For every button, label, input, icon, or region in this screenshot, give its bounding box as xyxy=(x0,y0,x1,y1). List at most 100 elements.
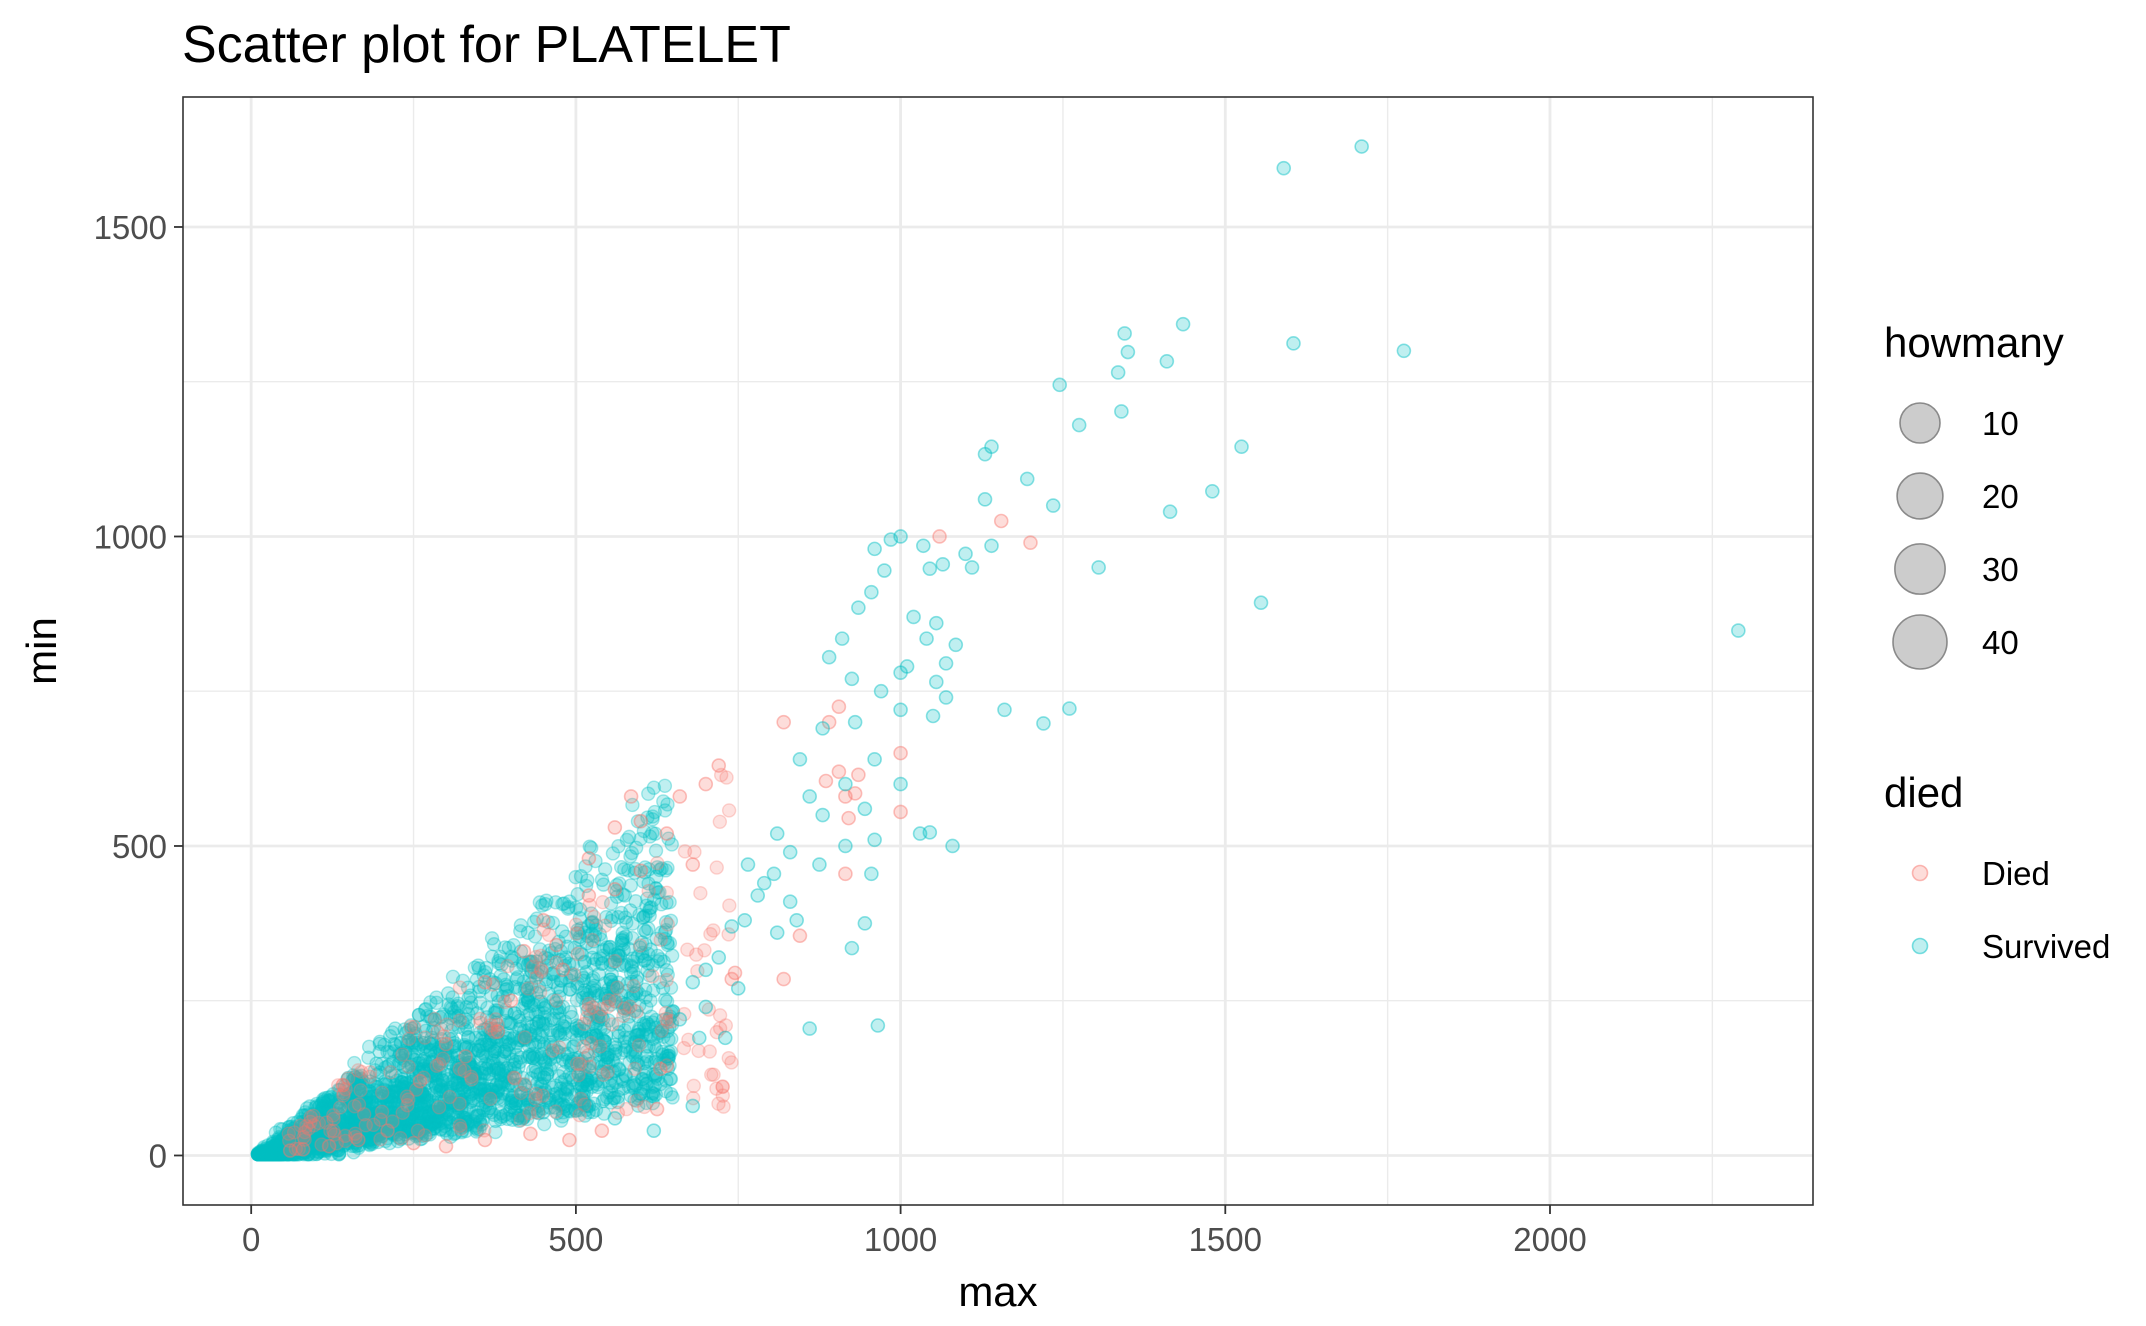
point-survived-bulk xyxy=(450,1081,465,1096)
point-survived-bulk xyxy=(322,1116,337,1131)
point-survived-bulk xyxy=(457,1115,473,1130)
point-survived-bulk xyxy=(565,957,581,972)
point-survived-bulk xyxy=(550,1005,565,1020)
point-survived-bulk xyxy=(408,1033,424,1048)
point-survived-bulk xyxy=(572,1019,587,1034)
point-survived-bulk xyxy=(290,1128,305,1143)
point-survived-bulk xyxy=(614,933,629,948)
point-survived xyxy=(717,1030,733,1046)
point-survived-bulk xyxy=(600,1050,615,1065)
point-survived-bulk xyxy=(363,1128,378,1144)
point-survived-bulk xyxy=(383,1111,398,1126)
point-survived-bulk xyxy=(649,931,664,947)
point-died-bulk xyxy=(429,1058,444,1073)
point-survived-bulk xyxy=(292,1142,307,1157)
point-survived-bulk xyxy=(406,1106,421,1121)
point-survived xyxy=(929,674,944,690)
point-survived-bulk xyxy=(290,1140,305,1155)
point-survived-bulk xyxy=(426,1116,441,1131)
point-survived-bulk xyxy=(253,1147,269,1162)
point-survived-bulk xyxy=(482,1038,497,1053)
point-survived-bulk xyxy=(566,1051,581,1067)
point-survived-bulk xyxy=(255,1147,271,1162)
point-survived-bulk xyxy=(278,1140,293,1155)
point-survived-bulk xyxy=(474,1048,490,1063)
point-survived-bulk xyxy=(263,1143,278,1158)
point-survived-bulk xyxy=(350,1112,365,1128)
point-survived-bulk xyxy=(478,1022,493,1037)
point-survived-bulk xyxy=(591,1055,606,1071)
point-survived-bulk xyxy=(636,1016,651,1032)
point-survived-bulk xyxy=(487,1041,503,1057)
point-died xyxy=(581,888,597,903)
point-survived-bulk xyxy=(539,1090,554,1106)
point-survived-bulk xyxy=(435,1073,450,1088)
point-survived-bulk xyxy=(309,1146,324,1162)
point-survived-bulk xyxy=(520,1087,535,1103)
point-survived-bulk xyxy=(618,910,633,925)
point-survived-bulk xyxy=(504,1069,520,1084)
point-survived-bulk xyxy=(463,1057,478,1072)
point-survived-bulk xyxy=(330,1121,345,1136)
point-survived-bulk xyxy=(586,934,602,949)
point-survived-bulk xyxy=(331,1133,346,1149)
point-survived-bulk xyxy=(412,1056,427,1071)
point-survived-bulk xyxy=(321,1100,336,1115)
point-survived-bulk xyxy=(259,1143,275,1158)
point-survived-bulk xyxy=(278,1130,293,1145)
point-survived-bulk xyxy=(475,1037,490,1052)
point-survived-bulk xyxy=(624,958,639,973)
point-survived xyxy=(997,702,1012,718)
point-survived-bulk xyxy=(469,1081,484,1097)
point-survived-bulk xyxy=(449,1064,465,1080)
point-survived-bulk xyxy=(626,1067,642,1082)
point-survived-bulk xyxy=(330,1135,345,1151)
point-survived-bulk xyxy=(252,1146,267,1161)
point-survived-bulk xyxy=(531,1035,547,1050)
point-survived-bulk xyxy=(354,1077,370,1093)
point-survived-bulk xyxy=(273,1121,288,1137)
point-survived-bulk xyxy=(574,1054,589,1069)
point-survived-bulk xyxy=(664,1005,679,1020)
point-survived-bulk xyxy=(603,957,619,972)
point-survived-bulk xyxy=(534,1029,549,1045)
point-survived-bulk xyxy=(489,1059,504,1075)
point-survived-bulk xyxy=(454,1125,469,1140)
point-survived-bulk xyxy=(278,1143,293,1158)
point-survived-bulk xyxy=(377,1119,393,1135)
point-survived-bulk xyxy=(318,1142,333,1158)
point-survived-bulk xyxy=(586,957,602,972)
point-died-bulk xyxy=(604,1017,620,1032)
point-survived-bulk xyxy=(641,1039,656,1054)
point-survived-bulk xyxy=(504,953,520,968)
point-survived-bulk xyxy=(290,1136,306,1151)
point-survived-bulk xyxy=(260,1147,276,1162)
point-survived-bulk xyxy=(520,983,535,999)
point-died-bulk xyxy=(593,1039,608,1054)
point-survived-bulk xyxy=(508,1096,524,1111)
point-survived-bulk xyxy=(597,862,613,877)
point-survived-bulk xyxy=(402,1121,417,1137)
point-survived-bulk xyxy=(461,1030,476,1045)
point-died xyxy=(685,857,701,872)
point-survived xyxy=(1396,343,1412,359)
point-survived-bulk xyxy=(464,1060,480,1075)
point-survived-bulk xyxy=(342,1109,358,1125)
point-died xyxy=(993,513,1009,529)
point-died-bulk xyxy=(552,1040,567,1055)
point-survived-bulk xyxy=(305,1125,320,1140)
point-survived xyxy=(698,999,714,1015)
point-survived-bulk xyxy=(494,957,509,972)
point-survived-bulk xyxy=(612,876,627,891)
point-survived xyxy=(870,1018,886,1033)
point-survived-bulk xyxy=(661,1051,676,1066)
point-survived-bulk xyxy=(439,1105,455,1120)
point-survived-bulk xyxy=(297,1124,313,1139)
point-survived-bulk xyxy=(316,1105,331,1120)
point-survived-bulk xyxy=(389,1085,404,1100)
point-survived-bulk xyxy=(505,1052,520,1068)
point-survived-bulk xyxy=(515,1070,530,1086)
point-died xyxy=(818,773,834,789)
point-survived-bulk xyxy=(365,1122,380,1138)
point-survived-bulk xyxy=(401,1033,417,1049)
